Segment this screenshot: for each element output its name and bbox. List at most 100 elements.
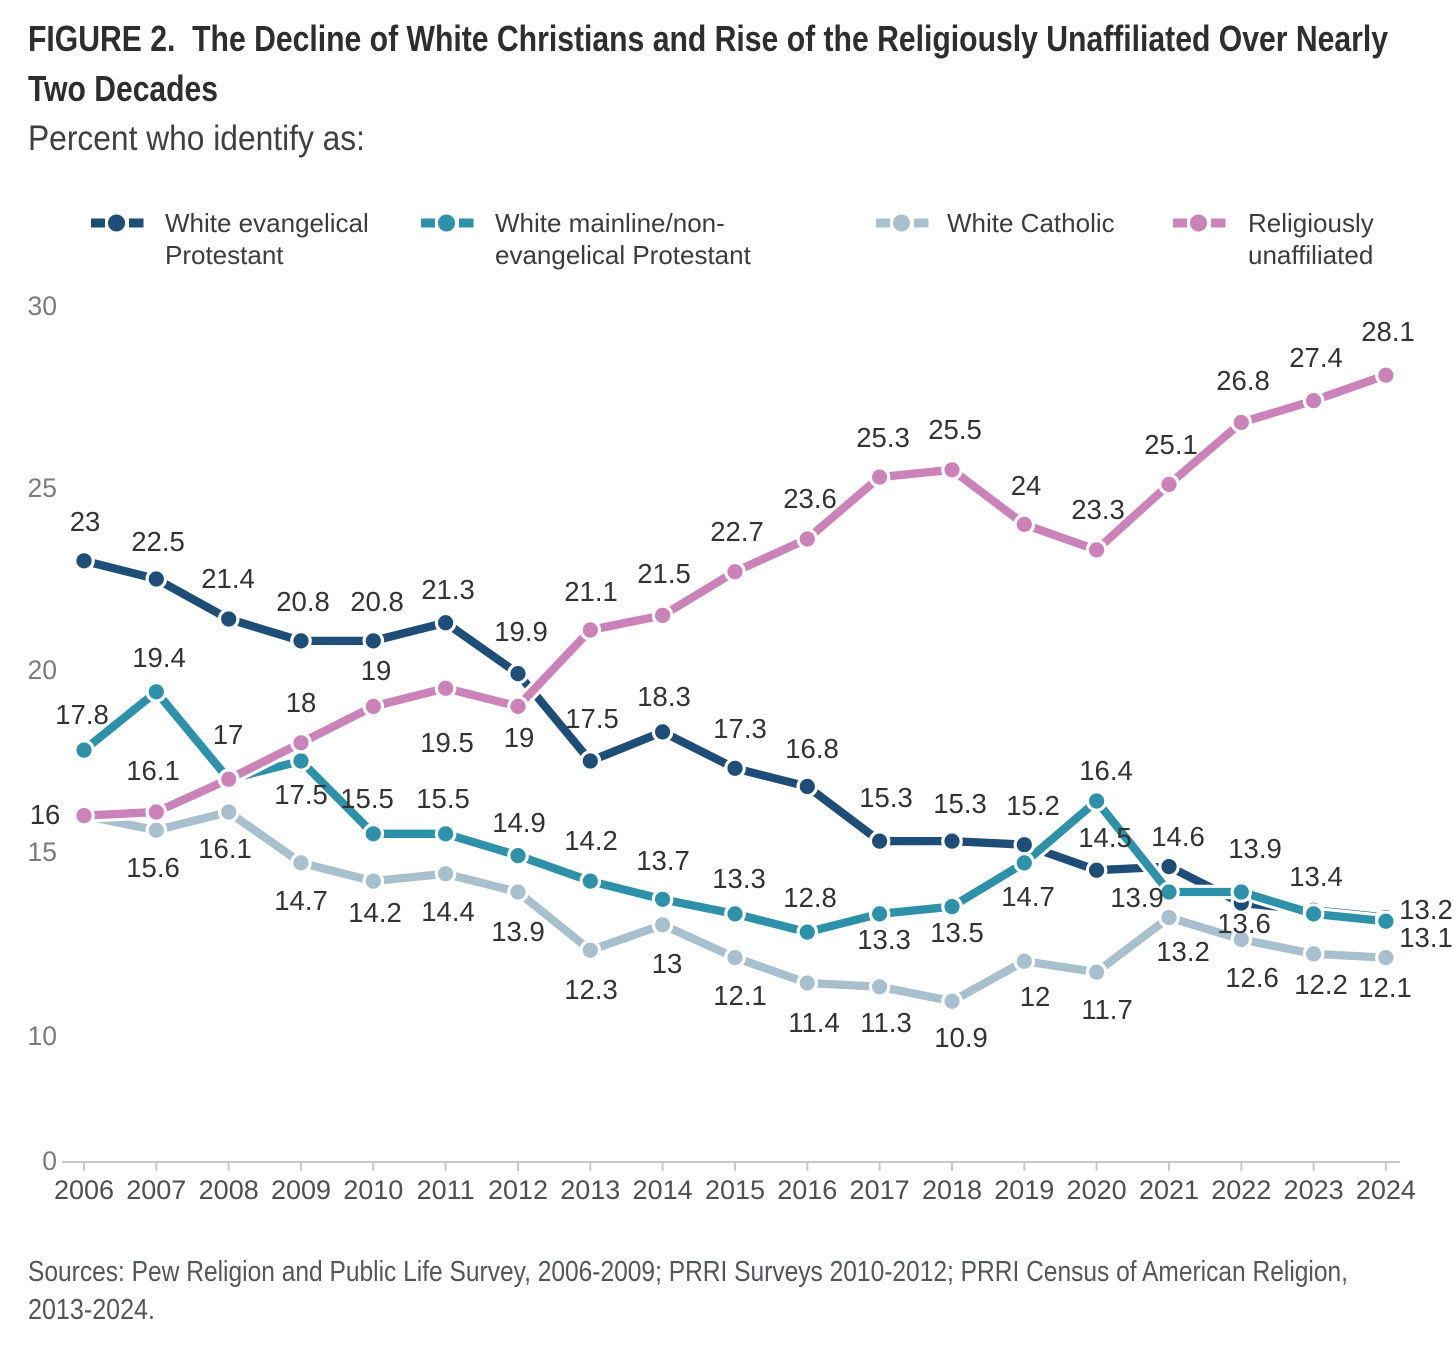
svg-text:2009: 2009 xyxy=(271,1175,331,1205)
svg-text:23.6: 23.6 xyxy=(783,483,837,514)
svg-text:13.9: 13.9 xyxy=(491,916,545,947)
svg-text:19: 19 xyxy=(361,655,392,686)
svg-text:17.5: 17.5 xyxy=(565,703,619,734)
svg-text:21.4: 21.4 xyxy=(201,563,255,594)
svg-text:13.1: 13.1 xyxy=(1399,922,1453,953)
svg-text:Religiously: Religiously xyxy=(1248,208,1374,238)
svg-text:13.2: 13.2 xyxy=(1156,936,1210,967)
svg-text:2015: 2015 xyxy=(705,1175,765,1205)
svg-text:16.8: 16.8 xyxy=(785,733,839,764)
svg-text:2013-2024.: 2013-2024. xyxy=(28,1294,155,1326)
svg-text:13.9: 13.9 xyxy=(1228,833,1282,864)
svg-text:14.4: 14.4 xyxy=(421,896,475,927)
svg-text:21.5: 21.5 xyxy=(637,558,691,589)
svg-text:25.1: 25.1 xyxy=(1144,429,1198,460)
svg-text:19: 19 xyxy=(504,722,535,753)
svg-text:14.7: 14.7 xyxy=(1001,881,1055,912)
svg-text:evangelical Protestant: evangelical Protestant xyxy=(495,240,752,270)
svg-text:14.2: 14.2 xyxy=(348,897,402,928)
svg-text:11.4: 11.4 xyxy=(788,1007,839,1038)
svg-text:28.1: 28.1 xyxy=(1361,316,1415,347)
svg-text:18.3: 18.3 xyxy=(637,681,691,712)
svg-text:2023: 2023 xyxy=(1284,1175,1344,1205)
svg-text:13.5: 13.5 xyxy=(930,917,984,948)
svg-text:White mainline/non-: White mainline/non- xyxy=(495,208,725,238)
svg-text:20.8: 20.8 xyxy=(350,586,404,617)
svg-text:16.4: 16.4 xyxy=(1079,755,1133,786)
svg-text:2007: 2007 xyxy=(126,1175,186,1205)
svg-text:13.4: 13.4 xyxy=(1289,861,1343,892)
svg-text:2018: 2018 xyxy=(922,1175,982,1205)
svg-text:25.5: 25.5 xyxy=(928,414,982,445)
svg-text:11.7: 11.7 xyxy=(1081,994,1132,1025)
svg-text:2024: 2024 xyxy=(1356,1175,1416,1205)
svg-text:11.3: 11.3 xyxy=(860,1007,911,1038)
svg-text:12: 12 xyxy=(1020,981,1051,1012)
svg-text:10.9: 10.9 xyxy=(934,1022,988,1053)
svg-text:19.9: 19.9 xyxy=(494,616,548,647)
svg-text:13.2: 13.2 xyxy=(1399,894,1453,925)
svg-text:12.3: 12.3 xyxy=(564,974,618,1005)
svg-text:13.7: 13.7 xyxy=(636,845,690,876)
svg-text:13.3: 13.3 xyxy=(712,863,766,894)
svg-text:2010: 2010 xyxy=(343,1175,403,1205)
svg-text:15.2: 15.2 xyxy=(1006,790,1060,821)
svg-text:14.2: 14.2 xyxy=(564,825,618,856)
svg-text:17.5: 17.5 xyxy=(274,779,328,810)
svg-text:2017: 2017 xyxy=(850,1175,910,1205)
svg-text:Sources: Pew Religion and Publ: Sources: Pew Religion and Public Life Su… xyxy=(28,1256,1348,1288)
svg-text:Percent who identify as:: Percent who identify as: xyxy=(28,119,365,158)
svg-text:10: 10 xyxy=(28,1021,57,1051)
svg-text:15.3: 15.3 xyxy=(859,782,913,813)
svg-text:unaffiliated: unaffiliated xyxy=(1248,240,1373,270)
svg-text:17: 17 xyxy=(213,719,244,750)
svg-text:25.3: 25.3 xyxy=(856,422,910,453)
svg-text:15.5: 15.5 xyxy=(416,783,470,814)
svg-text:White evangelical: White evangelical xyxy=(165,208,369,238)
svg-text:14.7: 14.7 xyxy=(274,885,328,916)
svg-text:22.7: 22.7 xyxy=(710,516,764,547)
svg-text:25: 25 xyxy=(28,473,57,503)
svg-text:19.5: 19.5 xyxy=(420,727,474,758)
svg-text:12.1: 12.1 xyxy=(713,980,767,1011)
svg-text:12.8: 12.8 xyxy=(783,882,837,913)
svg-text:14.5: 14.5 xyxy=(1078,822,1132,853)
svg-text:12.1: 12.1 xyxy=(1358,972,1412,1003)
svg-text:14.9: 14.9 xyxy=(492,807,546,838)
svg-text:30: 30 xyxy=(28,291,57,321)
svg-text:13: 13 xyxy=(652,948,683,979)
svg-text:16.1: 16.1 xyxy=(126,755,180,786)
svg-text:27.4: 27.4 xyxy=(1289,342,1343,373)
svg-text:16.1: 16.1 xyxy=(198,833,252,864)
svg-text:13.9: 13.9 xyxy=(1110,882,1164,913)
svg-text:22.5: 22.5 xyxy=(131,526,185,557)
svg-text:13.6: 13.6 xyxy=(1217,908,1271,939)
svg-text:Protestant: Protestant xyxy=(165,240,284,270)
svg-text:12.6: 12.6 xyxy=(1225,962,1279,993)
svg-text:18: 18 xyxy=(286,687,317,718)
svg-text:24: 24 xyxy=(1011,470,1042,501)
svg-text:20.8: 20.8 xyxy=(276,586,330,617)
svg-text:2022: 2022 xyxy=(1211,1175,1271,1205)
svg-text:13.3: 13.3 xyxy=(857,924,911,955)
svg-text:17.8: 17.8 xyxy=(55,699,109,730)
svg-text:2008: 2008 xyxy=(199,1175,259,1205)
svg-text:19.4: 19.4 xyxy=(132,642,186,673)
svg-text:Two Decades: Two Decades xyxy=(28,68,218,109)
svg-text:2013: 2013 xyxy=(560,1175,620,1205)
svg-text:15.5: 15.5 xyxy=(340,783,394,814)
svg-text:15: 15 xyxy=(28,837,57,867)
svg-text:White Catholic: White Catholic xyxy=(947,208,1115,238)
svg-text:16: 16 xyxy=(30,799,61,830)
svg-text:2012: 2012 xyxy=(488,1175,548,1205)
svg-text:15.3: 15.3 xyxy=(933,788,987,819)
svg-text:12.2: 12.2 xyxy=(1294,969,1348,1000)
svg-text:17.3: 17.3 xyxy=(713,713,767,744)
svg-text:2016: 2016 xyxy=(777,1175,837,1205)
svg-text:2011: 2011 xyxy=(417,1175,475,1205)
svg-text:21.1: 21.1 xyxy=(564,576,618,607)
svg-text:FIGURE 2. The Decline of Whit: FIGURE 2. The Decline of White Christian… xyxy=(28,18,1388,59)
svg-text:21.3: 21.3 xyxy=(421,574,475,605)
svg-text:2006: 2006 xyxy=(54,1175,114,1205)
svg-text:14.6: 14.6 xyxy=(1151,821,1205,852)
